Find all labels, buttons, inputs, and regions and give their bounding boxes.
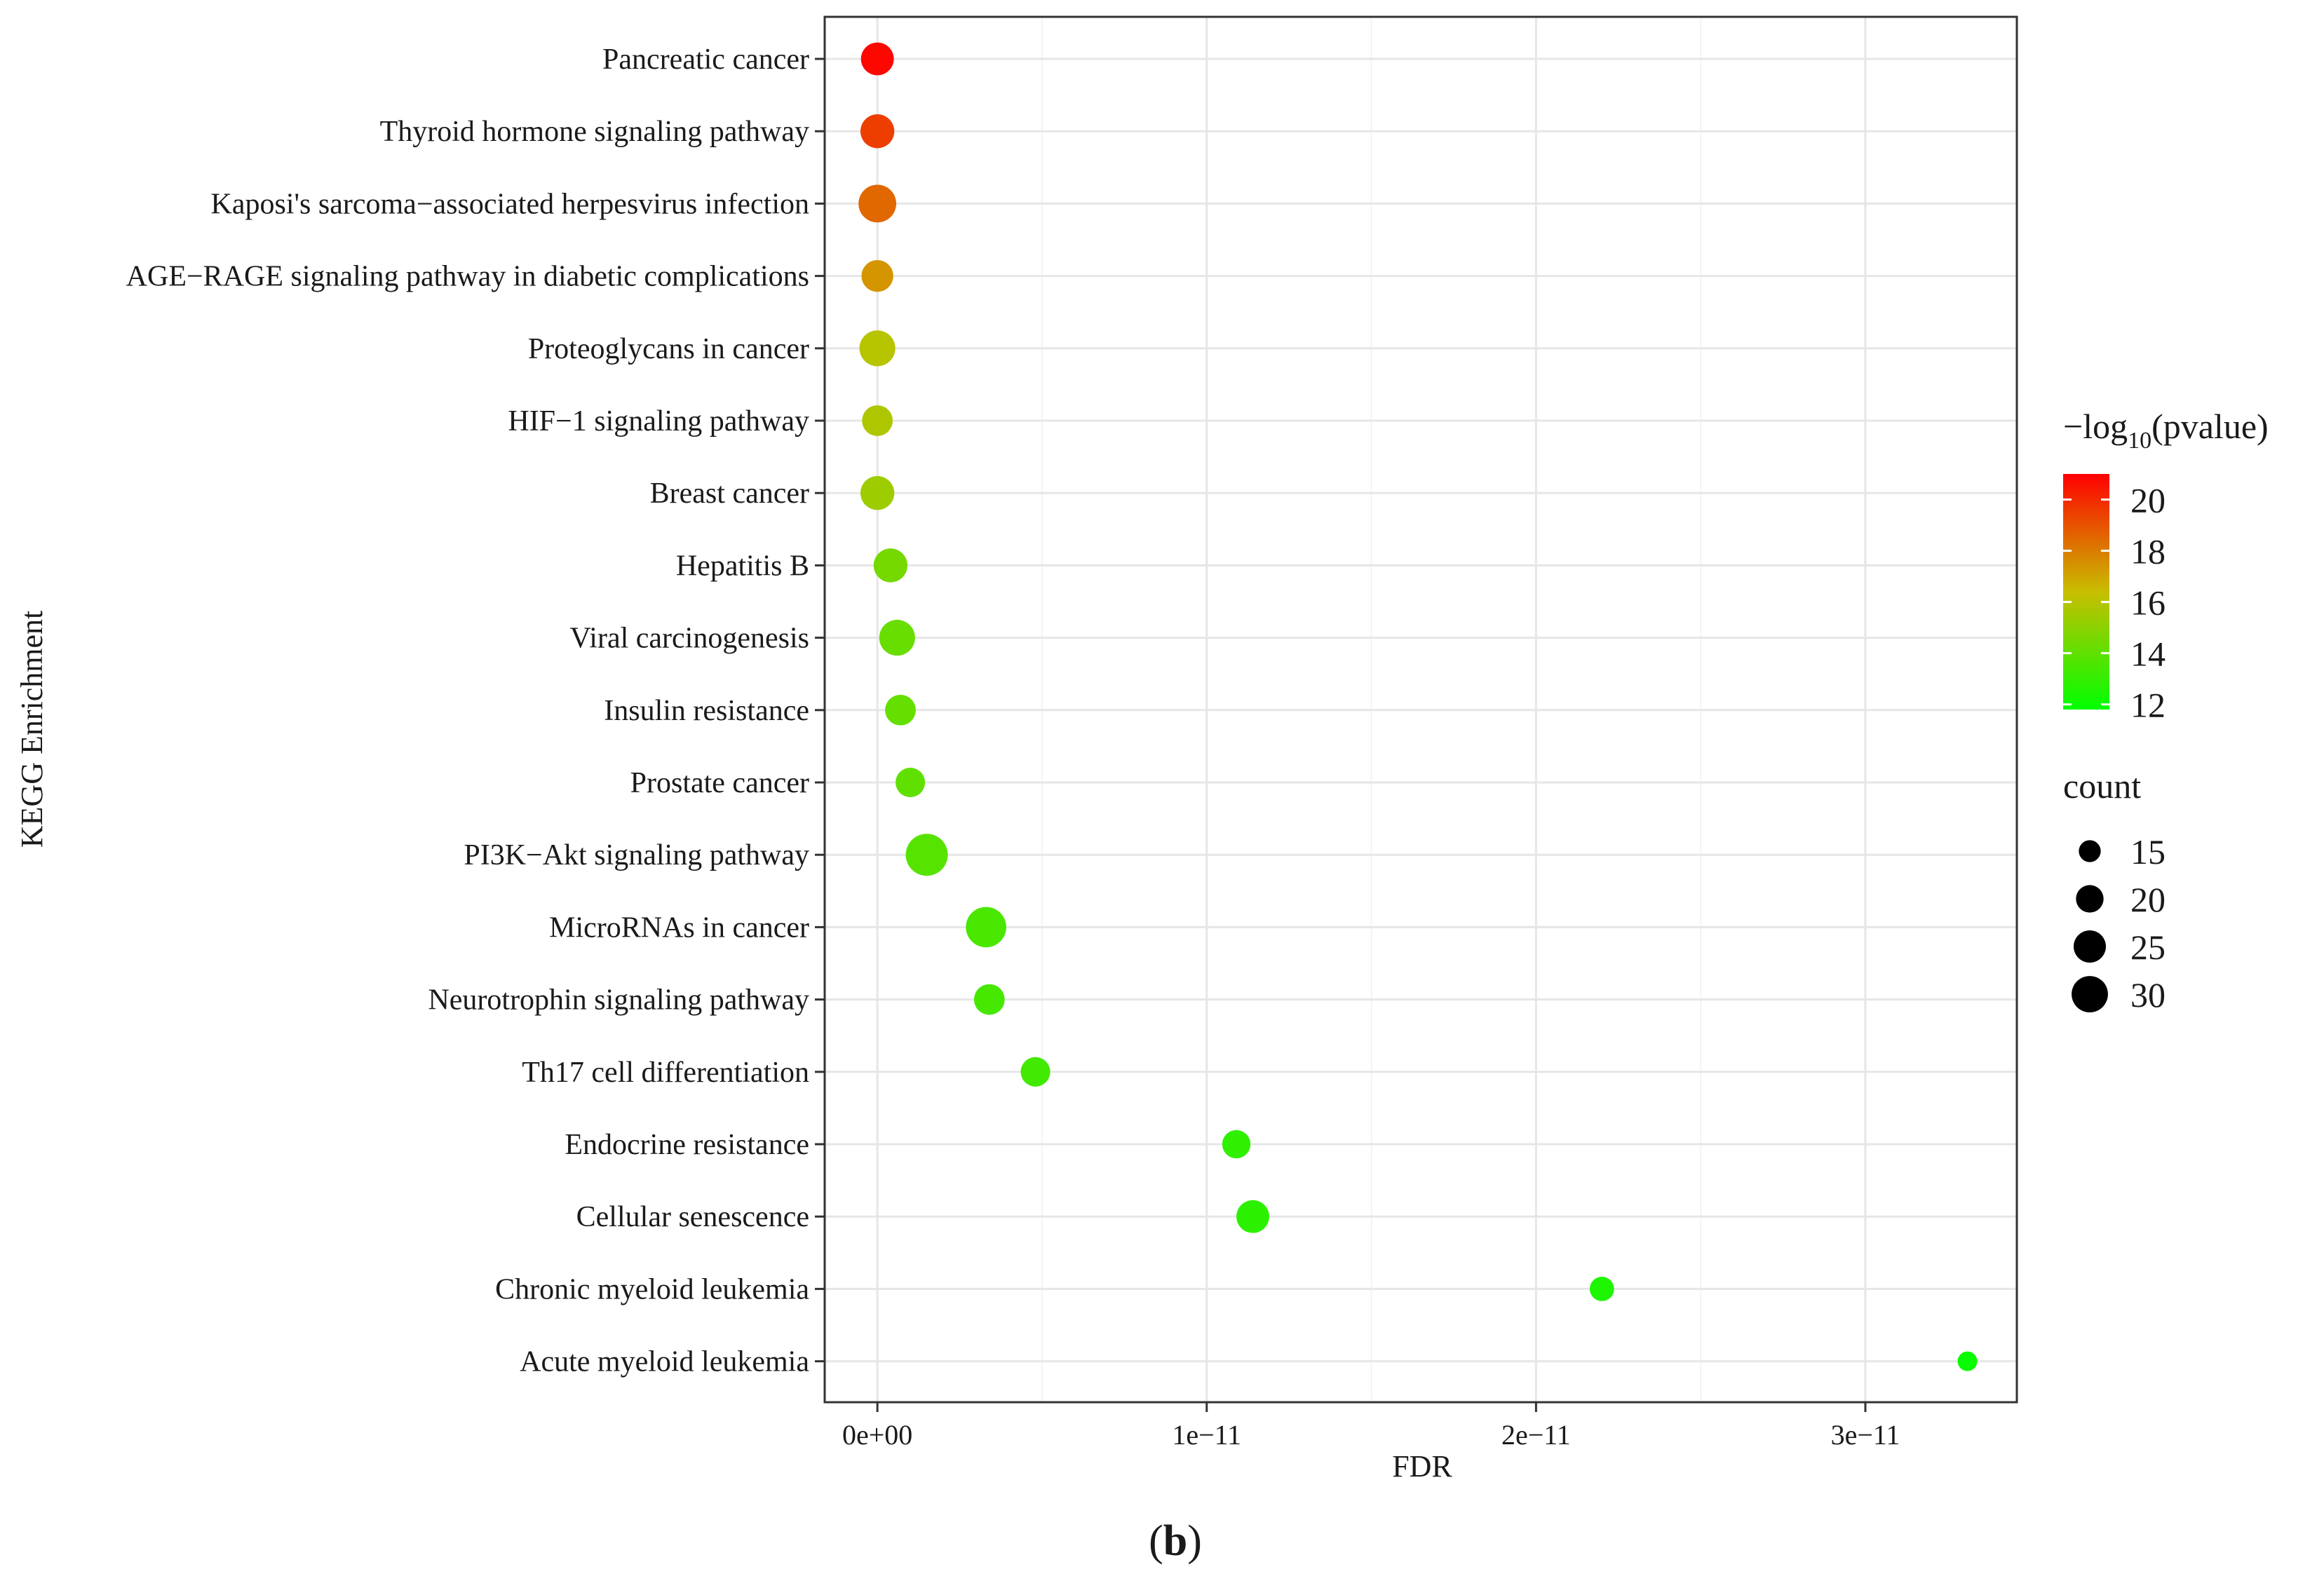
size-legend: count 15 20 25 30 <box>2063 766 2166 1015</box>
color-legend-tick-label: 20 <box>2130 481 2166 520</box>
color-legend-ticks: 20 18 16 14 12 <box>2063 481 2166 725</box>
x-axis-title: FDR <box>1392 1449 1452 1484</box>
y-tick-label: Prostate cancer <box>630 767 809 799</box>
data-point <box>1236 1200 1269 1233</box>
size-legend-dot <box>2076 885 2104 913</box>
data-point <box>896 767 926 798</box>
color-legend-title-suffix: (pvalue) <box>2151 407 2269 446</box>
y-tick-label: Th17 cell differentiation <box>522 1057 809 1089</box>
x-tick-label: 2e−11 <box>1501 1419 1571 1451</box>
y-tick-label: Cellular senescence <box>576 1201 809 1233</box>
y-tick-label: Breast cancer <box>650 477 809 510</box>
data-point <box>885 694 916 726</box>
y-tick-label: Chronic myeloid leukemia <box>495 1273 809 1305</box>
color-legend-tick-label: 12 <box>2130 686 2166 725</box>
y-tick-label: Thyroid hormone signaling pathway <box>380 116 809 148</box>
panel-label-letter: b <box>1163 1517 1187 1565</box>
size-legend-label: 20 <box>2130 880 2166 919</box>
size-legend-title: count <box>2063 766 2141 806</box>
data-point <box>1222 1129 1251 1159</box>
x-axis: 0e+00 1e−11 2e−11 3e−11 <box>842 1402 1900 1451</box>
color-legend-tick-label: 18 <box>2130 532 2166 571</box>
grid-lines <box>825 17 2017 1402</box>
data-point <box>966 907 1006 948</box>
x-tick-label: 3e−11 <box>1831 1419 1900 1451</box>
color-legend-bar <box>2063 474 2109 710</box>
data-point <box>860 42 894 76</box>
y-tick-label: Proteoglycans in cancer <box>528 333 809 365</box>
data-point <box>873 548 908 583</box>
color-legend-tick-label: 16 <box>2130 583 2166 623</box>
y-tick-label: Hepatitis B <box>676 550 809 582</box>
data-point <box>879 620 915 656</box>
color-legend-tick-label: 14 <box>2130 635 2166 674</box>
data-point <box>858 184 897 223</box>
data-point <box>1020 1057 1050 1087</box>
y-tick-label: Pancreatic cancer <box>602 43 809 76</box>
data-point <box>860 114 895 149</box>
size-legend-dot <box>2072 976 2108 1012</box>
panel-label-open: ( <box>1149 1517 1163 1565</box>
size-legend-entries: 15 20 25 30 <box>2072 832 2166 1015</box>
y-tick-label: Neurotrophin signaling pathway <box>428 984 809 1017</box>
y-tick-label: Insulin resistance <box>604 695 809 727</box>
panel-label: (b) <box>1149 1517 1202 1565</box>
color-legend: −log10(pvalue) 20 18 16 14 12 <box>2063 407 2269 725</box>
x-tick-label: 0e+00 <box>842 1419 912 1451</box>
y-tick-label: AGE−RAGE signaling pathway in diabetic c… <box>126 261 809 293</box>
x-tick-label: 1e−11 <box>1172 1419 1241 1451</box>
data-point <box>860 476 895 510</box>
color-legend-title-subscript: 10 <box>2128 428 2151 454</box>
data-point <box>973 984 1005 1015</box>
data-point <box>861 259 893 292</box>
size-legend-label: 15 <box>2130 832 2166 871</box>
data-point <box>1589 1277 1614 1301</box>
y-axis: Pancreatic cancer Thyroid hormone signali… <box>126 43 825 1378</box>
data-point <box>859 330 896 367</box>
y-tick-label: Viral carcinogenesis <box>570 623 810 655</box>
panel-label-close: ) <box>1187 1517 1202 1565</box>
size-legend-label: 25 <box>2130 928 2166 967</box>
data-points <box>858 42 1978 1371</box>
data-point <box>1957 1351 1978 1371</box>
y-tick-label: Acute myeloid leukemia <box>520 1346 809 1378</box>
size-legend-dot <box>2073 930 2107 963</box>
y-tick-label: HIF−1 signaling pathway <box>508 405 809 437</box>
data-point <box>862 405 893 436</box>
size-legend-label: 30 <box>2130 975 2166 1015</box>
color-legend-title-prefix: −log <box>2063 407 2128 446</box>
y-axis-title: KEGG Enrichment <box>15 611 49 848</box>
size-legend-dot <box>2079 840 2101 862</box>
color-legend-title: −log10(pvalue) <box>2063 407 2269 454</box>
y-tick-label: Endocrine resistance <box>565 1129 809 1161</box>
data-point <box>905 834 948 876</box>
y-tick-label: PI3K−Akt signaling pathway <box>464 839 809 871</box>
y-tick-label: Kaposi's sarcoma−associated herpesvirus … <box>211 188 810 220</box>
y-tick-label: MicroRNAs in cancer <box>549 911 809 944</box>
